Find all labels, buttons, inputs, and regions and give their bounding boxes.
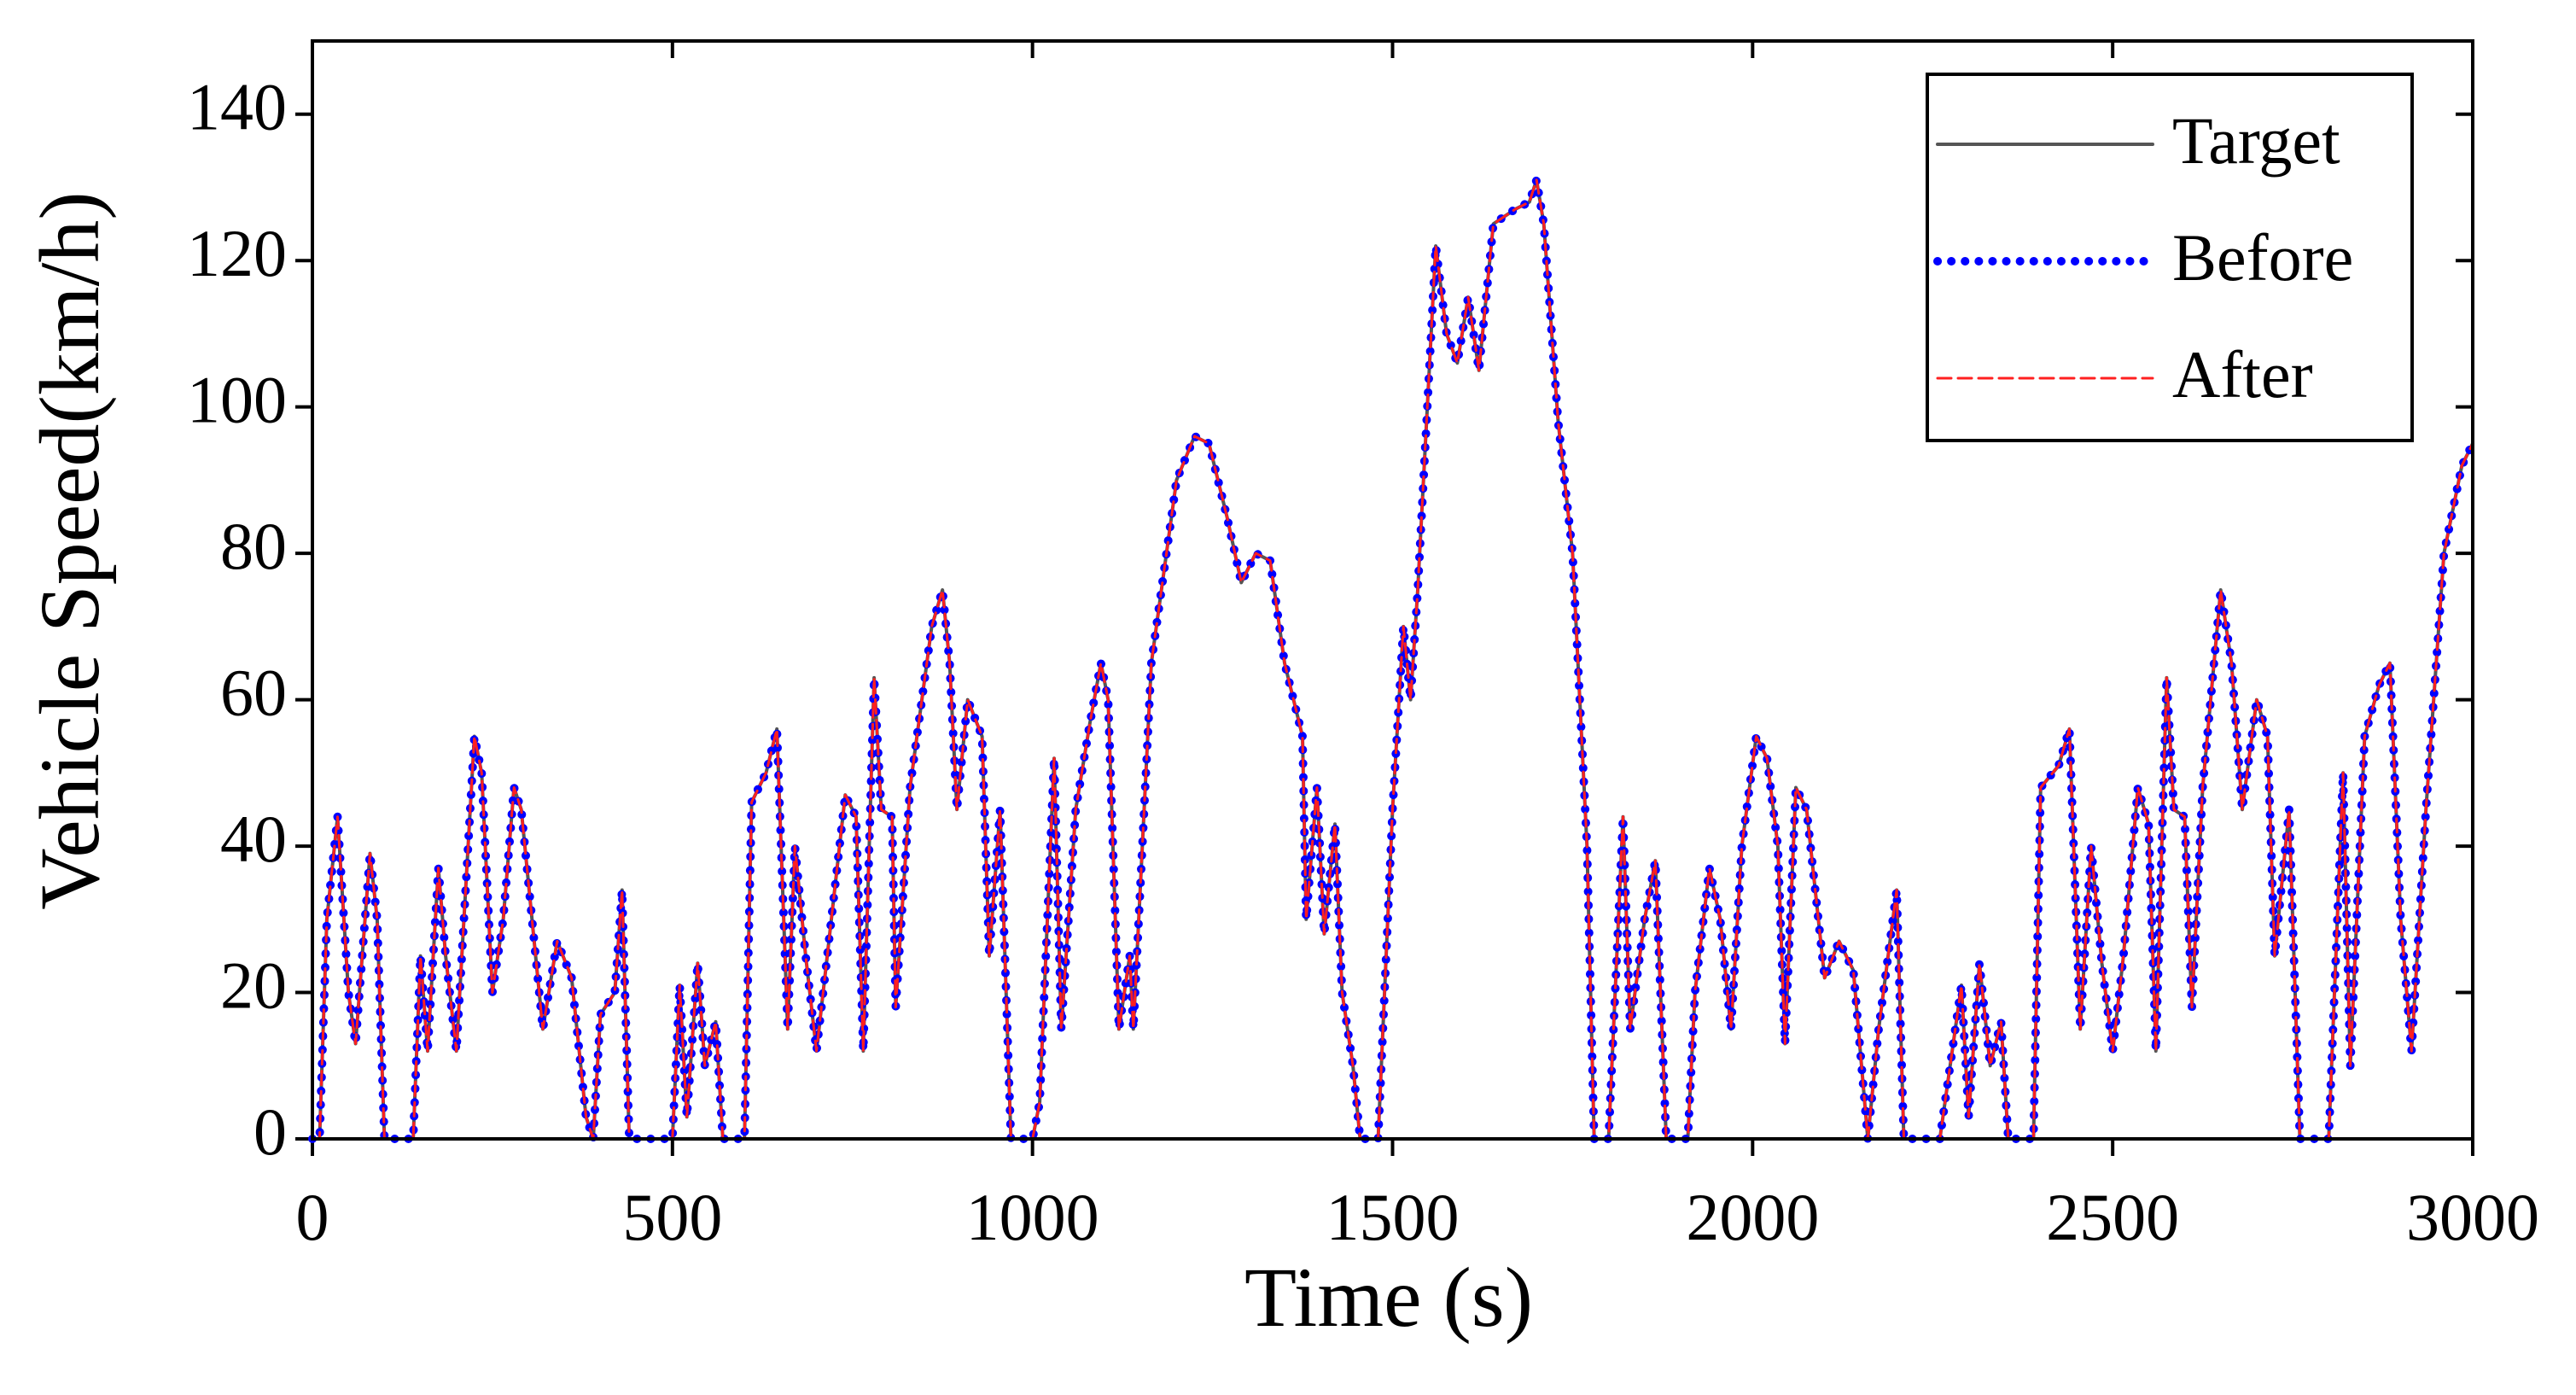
legend-label: After — [2172, 337, 2313, 411]
x-tick-label: 500 — [622, 1180, 722, 1254]
y-tick-label: 80 — [220, 509, 287, 583]
x-tick-label: 1000 — [966, 1180, 1099, 1254]
plot-frame — [311, 39, 2474, 1141]
y-tick-label: 120 — [187, 216, 287, 290]
x-tick-label: 1500 — [1326, 1180, 1460, 1254]
x-tick-label: 2000 — [1686, 1180, 1819, 1254]
y-tick-label: 140 — [187, 70, 287, 144]
x-tick-label: 0 — [296, 1180, 329, 1254]
legend-label: Before — [2172, 220, 2353, 295]
y-tick-label: 20 — [220, 948, 287, 1022]
x-tick-label: 3000 — [2406, 1180, 2539, 1254]
y-axis-label: Vehicle Speed(km/h) — [22, 191, 117, 909]
x-tick-label: 2500 — [2046, 1180, 2179, 1254]
y-tick-label: 100 — [187, 363, 287, 437]
x-axis-label: Time (s) — [1244, 1250, 1533, 1345]
y-tick-label: 0 — [254, 1094, 287, 1169]
y-tick-label: 40 — [220, 802, 287, 876]
y-tick-label: 60 — [220, 656, 287, 730]
legend-label: Target — [2172, 103, 2340, 178]
